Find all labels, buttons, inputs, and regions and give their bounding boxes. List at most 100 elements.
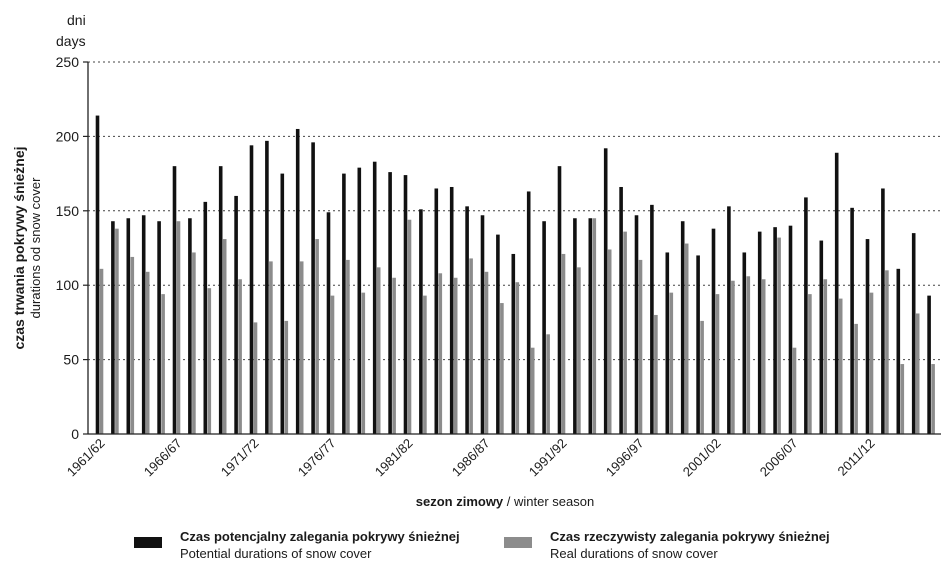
bar-potential bbox=[603, 148, 608, 435]
bar-potential bbox=[573, 218, 577, 434]
legend-key-real bbox=[504, 537, 532, 548]
bar-potential bbox=[157, 221, 161, 434]
legend-key-potential bbox=[134, 537, 162, 548]
bar-real bbox=[577, 267, 581, 434]
bar-real bbox=[392, 277, 396, 434]
bar-real bbox=[885, 270, 889, 434]
x-tick-label: 1996/97 bbox=[603, 436, 647, 480]
y-axis-title-pl: czas trwania pokrywy śnieżnej bbox=[11, 146, 27, 349]
bar-potential bbox=[249, 145, 254, 434]
bar-real bbox=[361, 292, 366, 434]
bar-potential bbox=[203, 201, 208, 434]
y-tick-label: 50 bbox=[63, 352, 79, 368]
bar-real bbox=[731, 280, 735, 434]
y-tick-label: 150 bbox=[56, 203, 80, 219]
bar-real bbox=[561, 253, 566, 434]
bar-real bbox=[423, 295, 427, 434]
bar-real bbox=[515, 282, 520, 434]
legend-entry-real: Czas rzeczywisty zalegania pokrywy śnież… bbox=[550, 528, 830, 562]
bar-real bbox=[284, 320, 289, 434]
bar-real bbox=[407, 219, 412, 434]
bar-potential bbox=[265, 140, 269, 435]
bar-potential bbox=[865, 239, 870, 434]
bar-potential bbox=[188, 218, 192, 434]
bar-potential bbox=[819, 240, 824, 434]
bar-real bbox=[838, 298, 843, 434]
bar-potential bbox=[788, 225, 793, 434]
bar-potential bbox=[665, 252, 670, 434]
x-tick-label: 1966/67 bbox=[141, 436, 185, 480]
x-tick-label: 2001/02 bbox=[680, 436, 724, 480]
bar-potential bbox=[449, 186, 454, 434]
bar-potential bbox=[280, 173, 285, 434]
bar-potential bbox=[711, 228, 716, 434]
y-tick-label: 250 bbox=[56, 54, 80, 70]
bar-potential bbox=[434, 188, 439, 434]
bar-potential bbox=[526, 191, 531, 434]
bar-real bbox=[192, 252, 196, 434]
bar-real bbox=[330, 295, 335, 434]
y-tick-label: 100 bbox=[56, 277, 80, 293]
x-tick-label: 1981/82 bbox=[372, 436, 416, 480]
bar-real bbox=[546, 334, 550, 434]
x-tick-label: 2011/12 bbox=[834, 436, 877, 479]
bar-potential bbox=[95, 115, 100, 434]
x-axis-title-en: winter season bbox=[513, 494, 594, 509]
bar-potential bbox=[696, 255, 700, 434]
bar-real bbox=[469, 258, 473, 434]
bar-potential bbox=[804, 197, 808, 434]
x-axis-title-pl: sezon zimowy bbox=[416, 494, 504, 509]
bar-real bbox=[530, 347, 535, 434]
bar-potential bbox=[403, 175, 408, 434]
legend-label-potential-pl: Czas potencjalny zalegania pokrywy śnież… bbox=[180, 529, 460, 544]
bar-potential bbox=[742, 252, 747, 434]
bar-real bbox=[176, 221, 181, 434]
bar-potential bbox=[342, 173, 346, 434]
bar-real bbox=[684, 243, 689, 434]
bar-real bbox=[654, 314, 658, 434]
bar-real bbox=[931, 364, 935, 434]
bar-potential bbox=[896, 268, 901, 434]
bar-real bbox=[253, 322, 258, 434]
bar-real bbox=[299, 261, 304, 434]
bar-potential bbox=[295, 128, 300, 434]
bar-potential bbox=[680, 221, 685, 434]
bar-potential bbox=[727, 206, 731, 434]
bar-potential bbox=[557, 166, 562, 434]
bar-real bbox=[269, 261, 273, 434]
x-tick-label: 1991/92 bbox=[526, 436, 570, 480]
bar-potential bbox=[927, 295, 931, 434]
bar-real bbox=[99, 268, 104, 434]
bar-potential bbox=[881, 188, 885, 434]
x-axis-title: sezon zimowy / winter season bbox=[416, 494, 594, 509]
bar-potential bbox=[511, 253, 516, 434]
bar-real bbox=[715, 294, 720, 434]
bar-potential bbox=[388, 172, 392, 435]
bar-potential bbox=[465, 206, 469, 434]
bar-potential bbox=[757, 231, 762, 434]
bar-real bbox=[623, 231, 627, 434]
bar-potential bbox=[141, 215, 146, 434]
x-axis-ticks: 1961/62 1966/67 1971/72 1976/77 1981/82 1986/… bbox=[64, 436, 878, 480]
bar-potential bbox=[111, 221, 115, 434]
bar-potential bbox=[372, 161, 377, 434]
bar-potential bbox=[496, 234, 500, 434]
bar-potential bbox=[326, 212, 331, 434]
x-tick-label: 2006/07 bbox=[757, 436, 801, 480]
x-tick-label: 1971/72 bbox=[218, 436, 262, 480]
y-tick-label: 200 bbox=[56, 128, 80, 144]
bar-potential bbox=[357, 167, 362, 434]
bar-real bbox=[453, 277, 458, 434]
x-tick-label: 1976/77 bbox=[295, 436, 339, 480]
legend-label-potential-en: Potential durations of snow cover bbox=[180, 546, 372, 561]
bar-real bbox=[761, 279, 766, 434]
unit-label-en: days bbox=[56, 33, 86, 49]
legend-label-real-pl: Czas rzeczywisty zalegania pokrywy śnież… bbox=[550, 529, 830, 544]
bar-real bbox=[115, 228, 119, 434]
bar-real bbox=[669, 292, 674, 434]
bar-real bbox=[746, 276, 751, 434]
bar-real bbox=[792, 347, 797, 434]
bar-potential bbox=[172, 166, 177, 434]
bar-real bbox=[161, 294, 165, 434]
